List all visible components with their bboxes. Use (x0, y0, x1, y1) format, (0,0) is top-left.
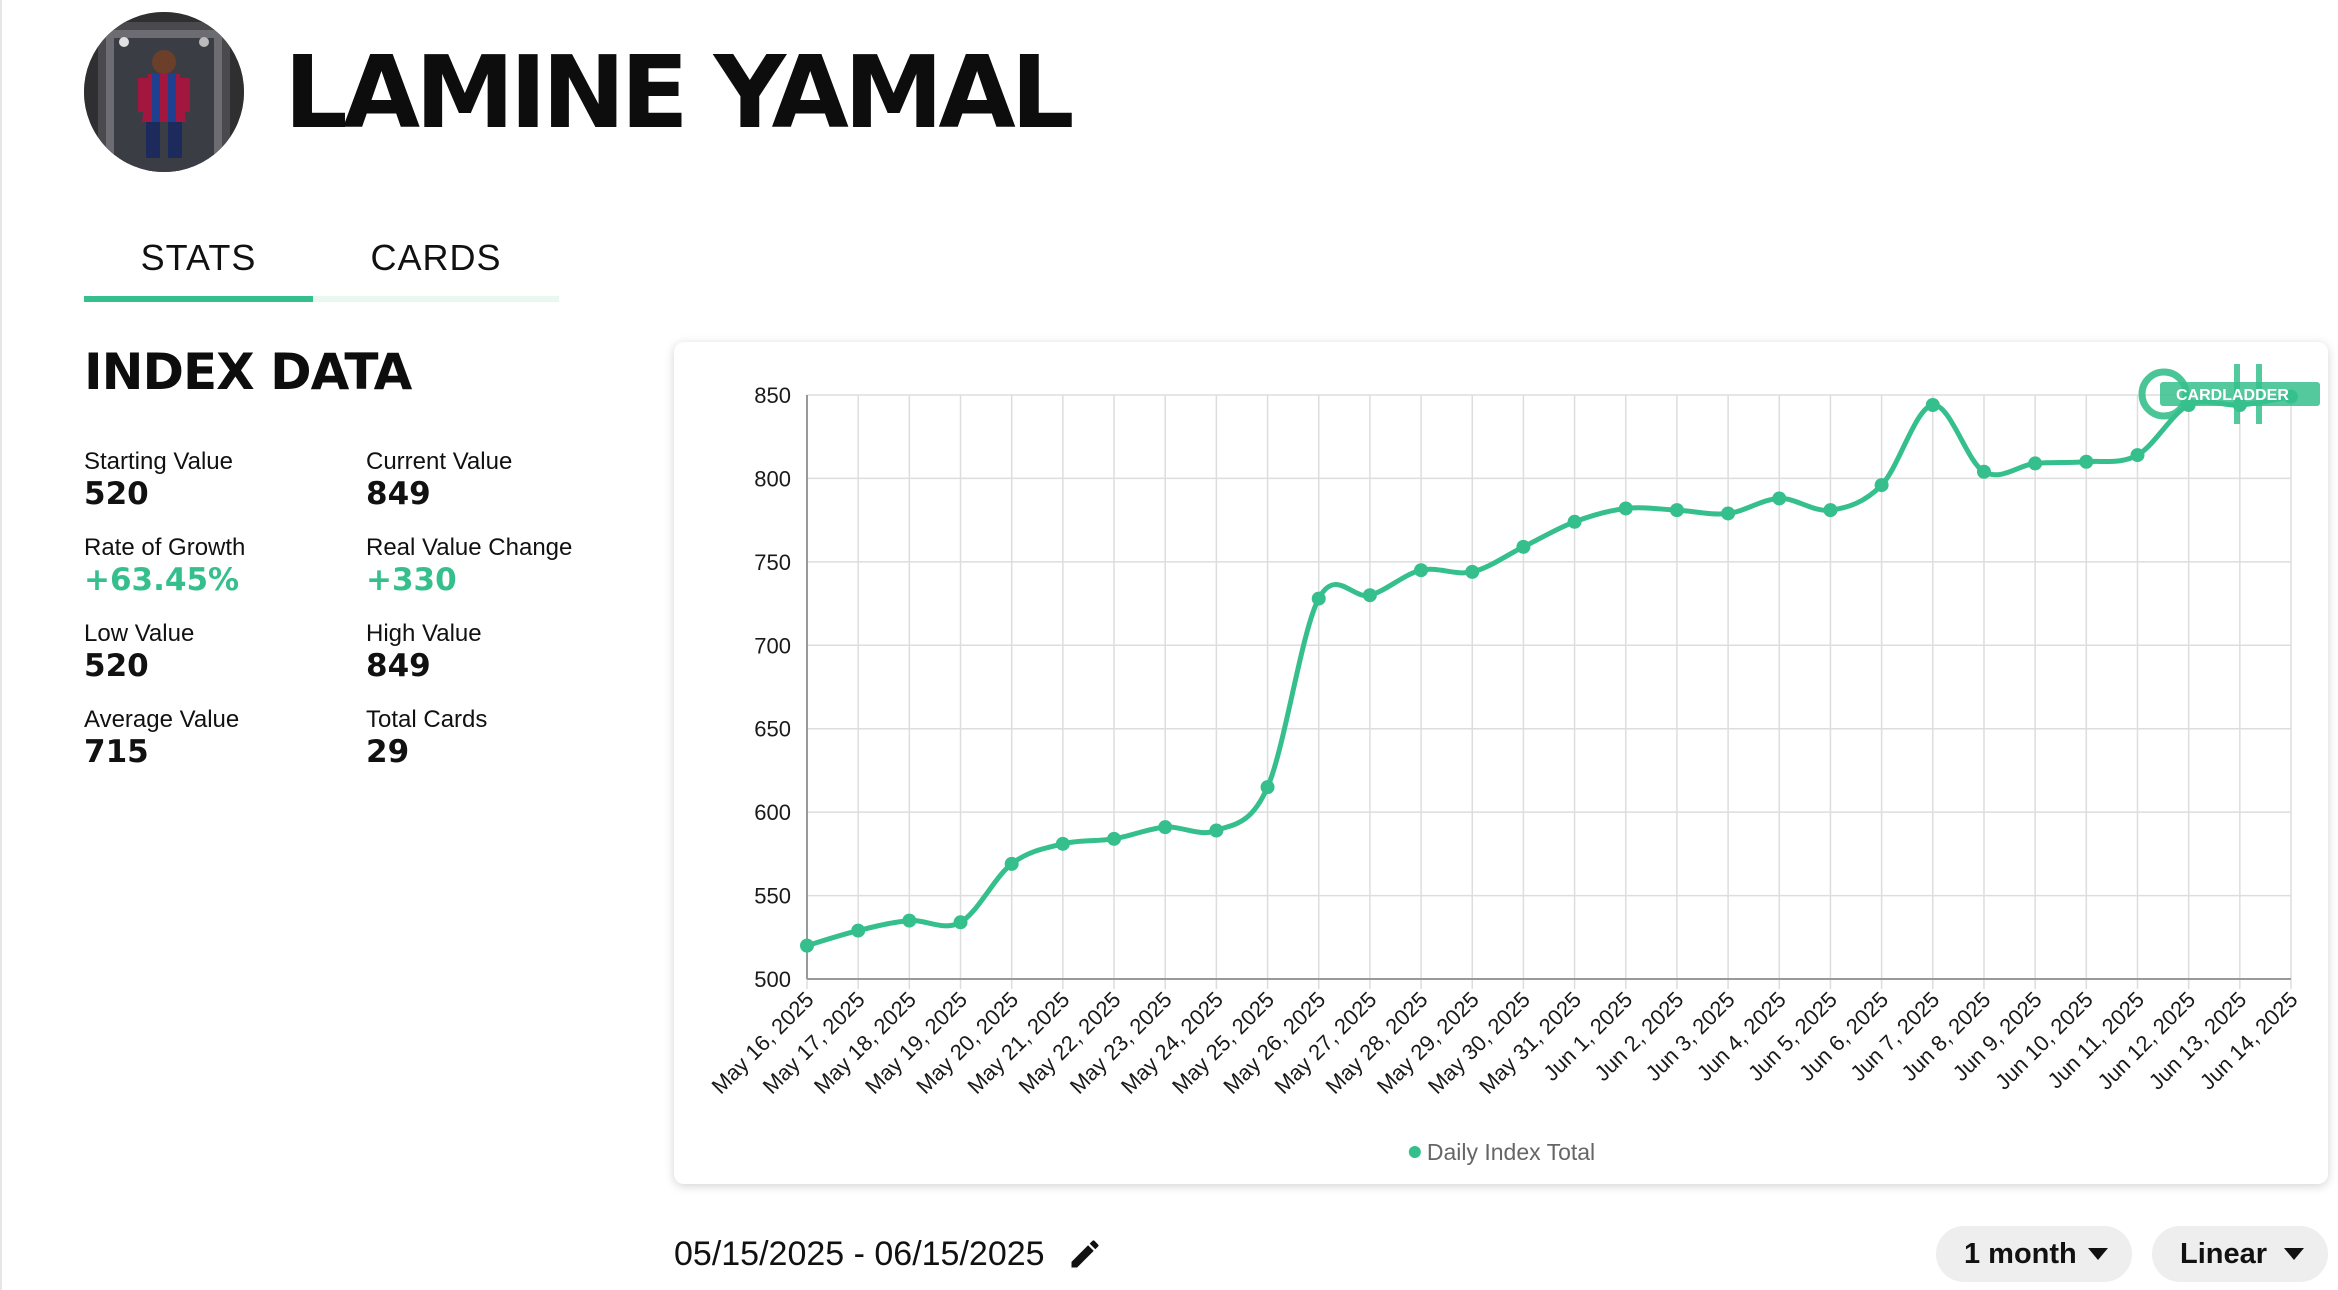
stat-value: 849 (366, 648, 431, 684)
player-avatar (84, 12, 244, 172)
data-point[interactable] (1209, 823, 1224, 838)
data-point[interactable] (1567, 514, 1582, 529)
stat-average-value: Average Value 715 (84, 706, 344, 770)
y-tick-label: 700 (754, 633, 791, 658)
data-point[interactable] (2079, 454, 2094, 469)
stat-starting-value: Starting Value 520 (84, 448, 344, 512)
stat-value: +63.45% (84, 562, 240, 598)
stat-value: 29 (366, 734, 410, 770)
data-point[interactable] (1055, 836, 1070, 851)
scale-type-value: Linear (2180, 1237, 2268, 1270)
data-point[interactable] (1823, 503, 1838, 518)
y-tick-label: 850 (754, 383, 791, 408)
pencil-edit-icon[interactable] (1067, 1236, 1103, 1272)
data-point[interactable] (953, 915, 968, 930)
y-tick-label: 500 (754, 967, 791, 992)
data-point[interactable] (1669, 503, 1684, 518)
index-data-title: INDEX DATA (84, 343, 412, 401)
time-range-dropdown[interactable]: 1 month (1936, 1226, 2132, 1282)
stat-value: 849 (366, 476, 431, 512)
stat-low-value: Low Value 520 (84, 620, 344, 684)
data-point[interactable] (1925, 398, 1940, 413)
data-point[interactable] (1107, 831, 1122, 846)
stat-current-value: Current Value 849 (366, 448, 626, 512)
y-tick-label: 800 (754, 466, 791, 491)
data-point[interactable] (2130, 448, 2145, 463)
stat-label: Starting Value (84, 448, 233, 475)
data-point[interactable] (902, 913, 917, 928)
data-point[interactable] (1516, 539, 1531, 554)
data-point[interactable] (1004, 856, 1019, 871)
chart-axes (806, 395, 2291, 980)
y-axis-tick-labels: 500 550 600 650 700 750 800 850 (754, 383, 791, 992)
data-point[interactable] (1465, 564, 1480, 579)
data-point[interactable] (1618, 501, 1633, 516)
stat-value: 715 (84, 734, 149, 770)
stat-value: +330 (366, 562, 457, 598)
chevron-down-icon (2284, 1248, 2304, 1260)
chart-grid (806, 394, 2292, 989)
stat-value: 520 (84, 648, 149, 684)
data-point[interactable] (1260, 780, 1275, 795)
data-point[interactable] (800, 938, 814, 953)
stat-label: Total Cards (366, 706, 488, 733)
y-tick-label: 550 (754, 884, 791, 909)
y-tick-label: 750 (754, 550, 791, 575)
legend-marker (1408, 1146, 1421, 1158)
data-point[interactable] (1772, 491, 1787, 506)
watermark-ladder-rail (2234, 364, 2240, 424)
chevron-down-icon (2088, 1248, 2108, 1260)
data-point[interactable] (2028, 456, 2043, 471)
index-chart-card: 500 550 600 650 700 750 800 850 May 16, 2025 May… (674, 342, 2328, 1184)
stat-total-cards: Total Cards 29 (366, 706, 626, 770)
stat-real-value-change: Real Value Change +330 (366, 534, 626, 598)
tab-bar: STATS CARDS (84, 222, 559, 304)
stat-label: Low Value (84, 620, 195, 647)
stat-value: 520 (84, 476, 149, 512)
data-point[interactable] (1362, 588, 1377, 603)
time-range-value: 1 month (1964, 1237, 2077, 1270)
data-point[interactable] (851, 923, 866, 938)
stat-label: Rate of Growth (84, 534, 246, 561)
data-point[interactable] (1414, 563, 1429, 578)
tab-stats[interactable]: STATS (140, 237, 257, 278)
player-name: LAMINE YAMAL (284, 34, 1075, 151)
stat-label: Real Value Change (366, 534, 573, 561)
series-points (800, 389, 2298, 953)
watermark-text: CARDLADDER (2176, 387, 2289, 404)
y-tick-label: 600 (754, 800, 791, 825)
cardladder-watermark: CARDLADDER (2138, 364, 2320, 424)
data-point[interactable] (1311, 591, 1326, 606)
stat-label: Current Value (366, 448, 513, 475)
stat-label: Average Value (84, 706, 240, 733)
scale-type-dropdown[interactable]: Linear (2152, 1226, 2328, 1282)
chart-legend[interactable]: Daily Index Total (1408, 1139, 1595, 1165)
tab-cards[interactable]: CARDS (370, 237, 502, 278)
data-point[interactable] (1158, 820, 1173, 835)
legend-label: Daily Index Total (1427, 1139, 1595, 1165)
tab-track (84, 296, 559, 302)
data-point[interactable] (1874, 478, 1889, 493)
stat-high-value: High Value 849 (366, 620, 626, 684)
data-point[interactable] (1976, 464, 1991, 479)
y-tick-label: 650 (754, 717, 791, 742)
date-range-text: 05/15/2025 - 06/15/2025 (674, 1235, 1045, 1273)
tab-active-indicator (84, 296, 313, 302)
stat-label: High Value (366, 620, 482, 647)
stat-rate-of-growth: Rate of Growth +63.45% (84, 534, 344, 598)
index-line-chart: 500 550 600 650 700 750 800 850 May 16, 2025May… (707, 364, 2320, 1165)
watermark-ladder-rail (2256, 364, 2262, 424)
data-point[interactable] (1721, 506, 1736, 521)
